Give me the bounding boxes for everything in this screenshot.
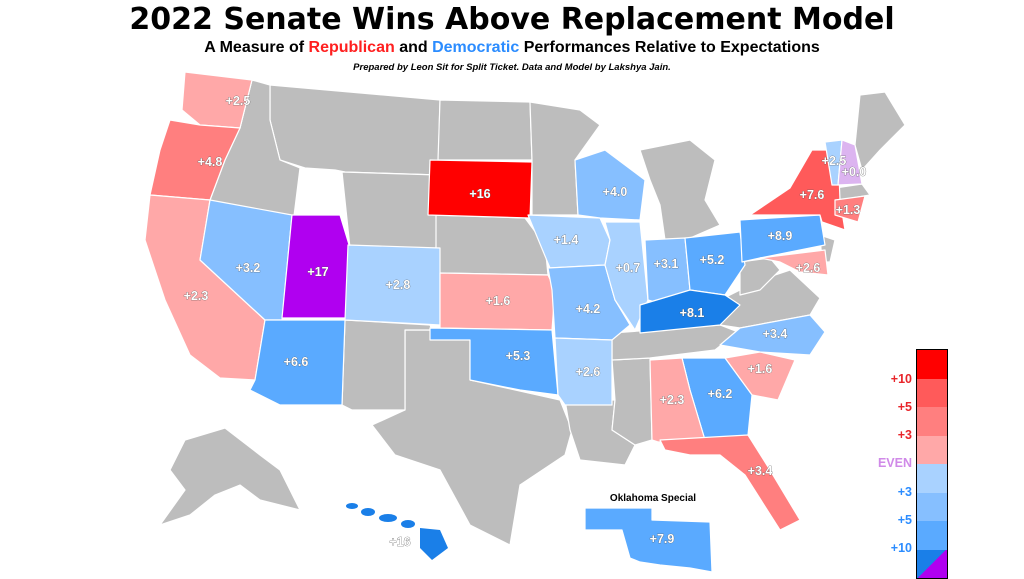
- state-value-iowa: +1.4: [554, 233, 579, 247]
- legend-swatch-d10: [917, 549, 947, 578]
- legend-swatch-d0: [917, 464, 947, 493]
- legend-swatch-d3: [917, 492, 947, 521]
- state-value-new-york: +7.6: [800, 188, 825, 202]
- state-ohio: [684, 231, 746, 296]
- state-value-oklahoma: +5.3: [506, 349, 531, 363]
- state-oklahoma: [429, 327, 559, 396]
- state-connecticut: [834, 195, 866, 223]
- state-value-california: +2.3: [184, 289, 209, 303]
- democratic-word: Democratic: [432, 39, 520, 56]
- state-value-kentucky: +8.1: [680, 306, 705, 320]
- legend-label-even: EVEN: [877, 456, 912, 470]
- legend-label-r5: +5: [897, 400, 912, 414]
- credit-line: Prepared by Leon Sit for Split Ticket. D…: [353, 62, 671, 73]
- inset-title: Oklahoma Special: [609, 493, 697, 504]
- state-value-maryland: +2.6: [796, 261, 821, 275]
- legend-label-r10: +10: [890, 372, 912, 386]
- state-tennessee: [611, 324, 739, 361]
- state-value-illinois: +0.7: [616, 261, 641, 275]
- state-value-connecticut: +1.3: [836, 203, 861, 217]
- state-value-south-carolina: +1.6: [748, 362, 773, 376]
- state-new-mexico: [341, 319, 433, 411]
- state-montana: [269, 84, 441, 176]
- state-wyoming: [341, 171, 439, 251]
- state-value-arkansas: +2.6: [576, 365, 601, 379]
- state-wisconsin: [574, 149, 646, 221]
- inset-oklahoma-special: [584, 507, 713, 573]
- legend-label-r3: +3: [897, 428, 912, 442]
- state-value-south-dakota: +16: [469, 187, 490, 201]
- state-value-pennsylvania: +8.9: [768, 229, 793, 243]
- state-value-alabama: +2.3: [660, 393, 685, 407]
- legend-swatch-r0: [917, 435, 947, 464]
- state-arkansas: [554, 337, 613, 406]
- legend-label-d5: +5: [897, 513, 912, 527]
- state-oregon: [149, 119, 241, 201]
- state-maryland: [759, 249, 829, 276]
- legend-label-d3: +3: [897, 485, 912, 499]
- legend-swatch-r5: [917, 378, 947, 407]
- state-florida: [659, 434, 801, 531]
- state-pennsylvania: [739, 214, 826, 263]
- state-value-vermont: +2.5: [822, 154, 847, 168]
- legend: [916, 349, 948, 579]
- state-mississippi: [611, 357, 653, 446]
- state-maine: [854, 91, 906, 171]
- state-value-arizona: +6.6: [284, 355, 309, 369]
- state-alaska: [159, 427, 301, 526]
- state-kentucky: [639, 289, 741, 334]
- map-subtitle: A Measure of Republican and Democratic P…: [204, 39, 820, 56]
- state-value-oregon: +4.8: [198, 155, 223, 169]
- map-title: 2022 Senate Wins Above Replacement Model: [129, 2, 895, 37]
- legend-label-d10: +10: [890, 541, 912, 555]
- state-value-indiana: +3.1: [654, 257, 679, 271]
- state-value-wisconsin: +4.0: [603, 185, 628, 199]
- state-value-new-hampshire: +0.0: [842, 165, 867, 179]
- state-value-florida: +3.4: [748, 464, 773, 478]
- state-value-kansas: +1.6: [486, 294, 511, 308]
- republican-word: Republican: [308, 39, 395, 56]
- state-illinois: [604, 221, 649, 331]
- state-value-missouri: +4.2: [576, 302, 601, 316]
- state-michigan: [639, 139, 721, 241]
- state-value-nevada: +3.2: [236, 261, 261, 275]
- legend-swatch-r10: [917, 350, 947, 379]
- state-hawaii: [346, 503, 448, 560]
- legend-swatch-d5: [917, 521, 947, 550]
- state-value-north-carolina: +3.4: [763, 327, 788, 341]
- state-value-ohio: +5.2: [700, 253, 725, 267]
- legend-swatch-r3: [917, 407, 947, 436]
- state-value-georgia: +6.2: [708, 387, 733, 401]
- state-new-hampshire: [837, 139, 863, 186]
- state-value-colorado: +2.8: [386, 278, 411, 292]
- state-value-washington: +2.5: [226, 94, 251, 108]
- state-value-oklahoma-special: +7.9: [650, 532, 675, 546]
- state-north-dakota: [437, 99, 533, 161]
- state-value-hawaii: +16: [389, 535, 410, 549]
- state-value-utah: +17: [307, 265, 328, 279]
